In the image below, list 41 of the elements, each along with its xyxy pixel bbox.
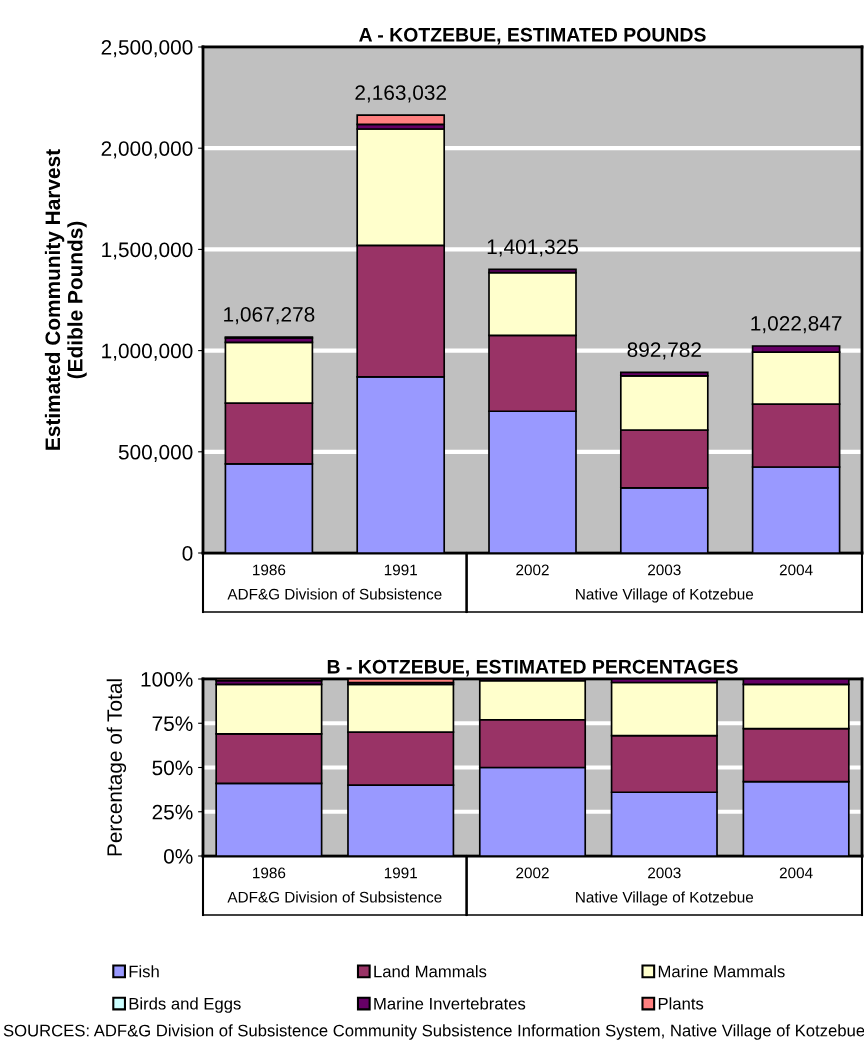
y-tick-label: 0% — [163, 849, 193, 864]
x-tick-label: 2003 — [648, 564, 681, 576]
legend-label: Marine Invertebrates — [374, 997, 526, 1010]
y-tick-label: 50% — [152, 760, 193, 776]
source-note: SOURCES: ADF&G Division of Subsistence Community Subsistence Information System, Native Village of Kotzebue — [3, 1024, 864, 1040]
y-axis-title: Percentage of Total — [106, 679, 127, 856]
x-tick-label: 2002 — [516, 564, 549, 576]
chart-title: B - KOTZEBUE, ESTIMATED PERCENTAGES — [327, 659, 738, 677]
y-tick-label: 1,500,000 — [102, 242, 193, 260]
x-tick-label: 2004 — [779, 564, 813, 576]
legend-label: Marine Mammals — [658, 965, 785, 978]
y-tick-label: 75% — [152, 716, 193, 731]
text: ADF&G Division of Subsistence — [227, 588, 442, 600]
y-tick-label: 100% — [141, 672, 193, 687]
text: Native Village of Kotzebue — [576, 588, 754, 603]
legend-label: Birds and Eggs — [129, 997, 241, 1013]
x-tick-label: 1986 — [253, 564, 286, 576]
total-label: 1,401,325 — [487, 239, 578, 257]
legend-label: Fish — [129, 965, 159, 978]
x-tick-label: 2002 — [516, 867, 549, 879]
total-label: 1,067,278 — [224, 307, 315, 325]
y-tick-label: 1,000,000 — [102, 343, 193, 361]
y-tick-label: 2,000,000 — [101, 141, 193, 159]
chart-title: A - KOTZEBUE, ESTIMATED POUNDS — [359, 27, 706, 45]
x-tick-label: 2004 — [779, 867, 813, 879]
y-tick-label: 500,000 — [118, 444, 193, 463]
x-tick-label: 1991 — [384, 564, 417, 576]
y-tick-label: 0 — [182, 546, 193, 561]
x-tick-label: 2003 — [648, 867, 681, 879]
y-tick-label: 2,500,000 — [101, 40, 193, 58]
total-label: 892,782 — [627, 342, 701, 360]
text: Native Village of Kotzebue — [576, 891, 754, 906]
x-tick-label: 1991 — [384, 867, 417, 879]
legend-label: Land Mammals — [374, 965, 487, 978]
y-tick-label: 25% — [152, 804, 193, 820]
total-label: 2,163,032 — [355, 85, 446, 103]
legend-label: Plants — [658, 997, 704, 1010]
y-axis-title: Estimated Community Harvest (Edible Pounds) — [44, 149, 87, 450]
x-tick-label: 1986 — [253, 867, 286, 879]
text: ADF&G Division of Subsistence — [227, 891, 442, 903]
total-label: 1,022,847 — [751, 315, 842, 334]
